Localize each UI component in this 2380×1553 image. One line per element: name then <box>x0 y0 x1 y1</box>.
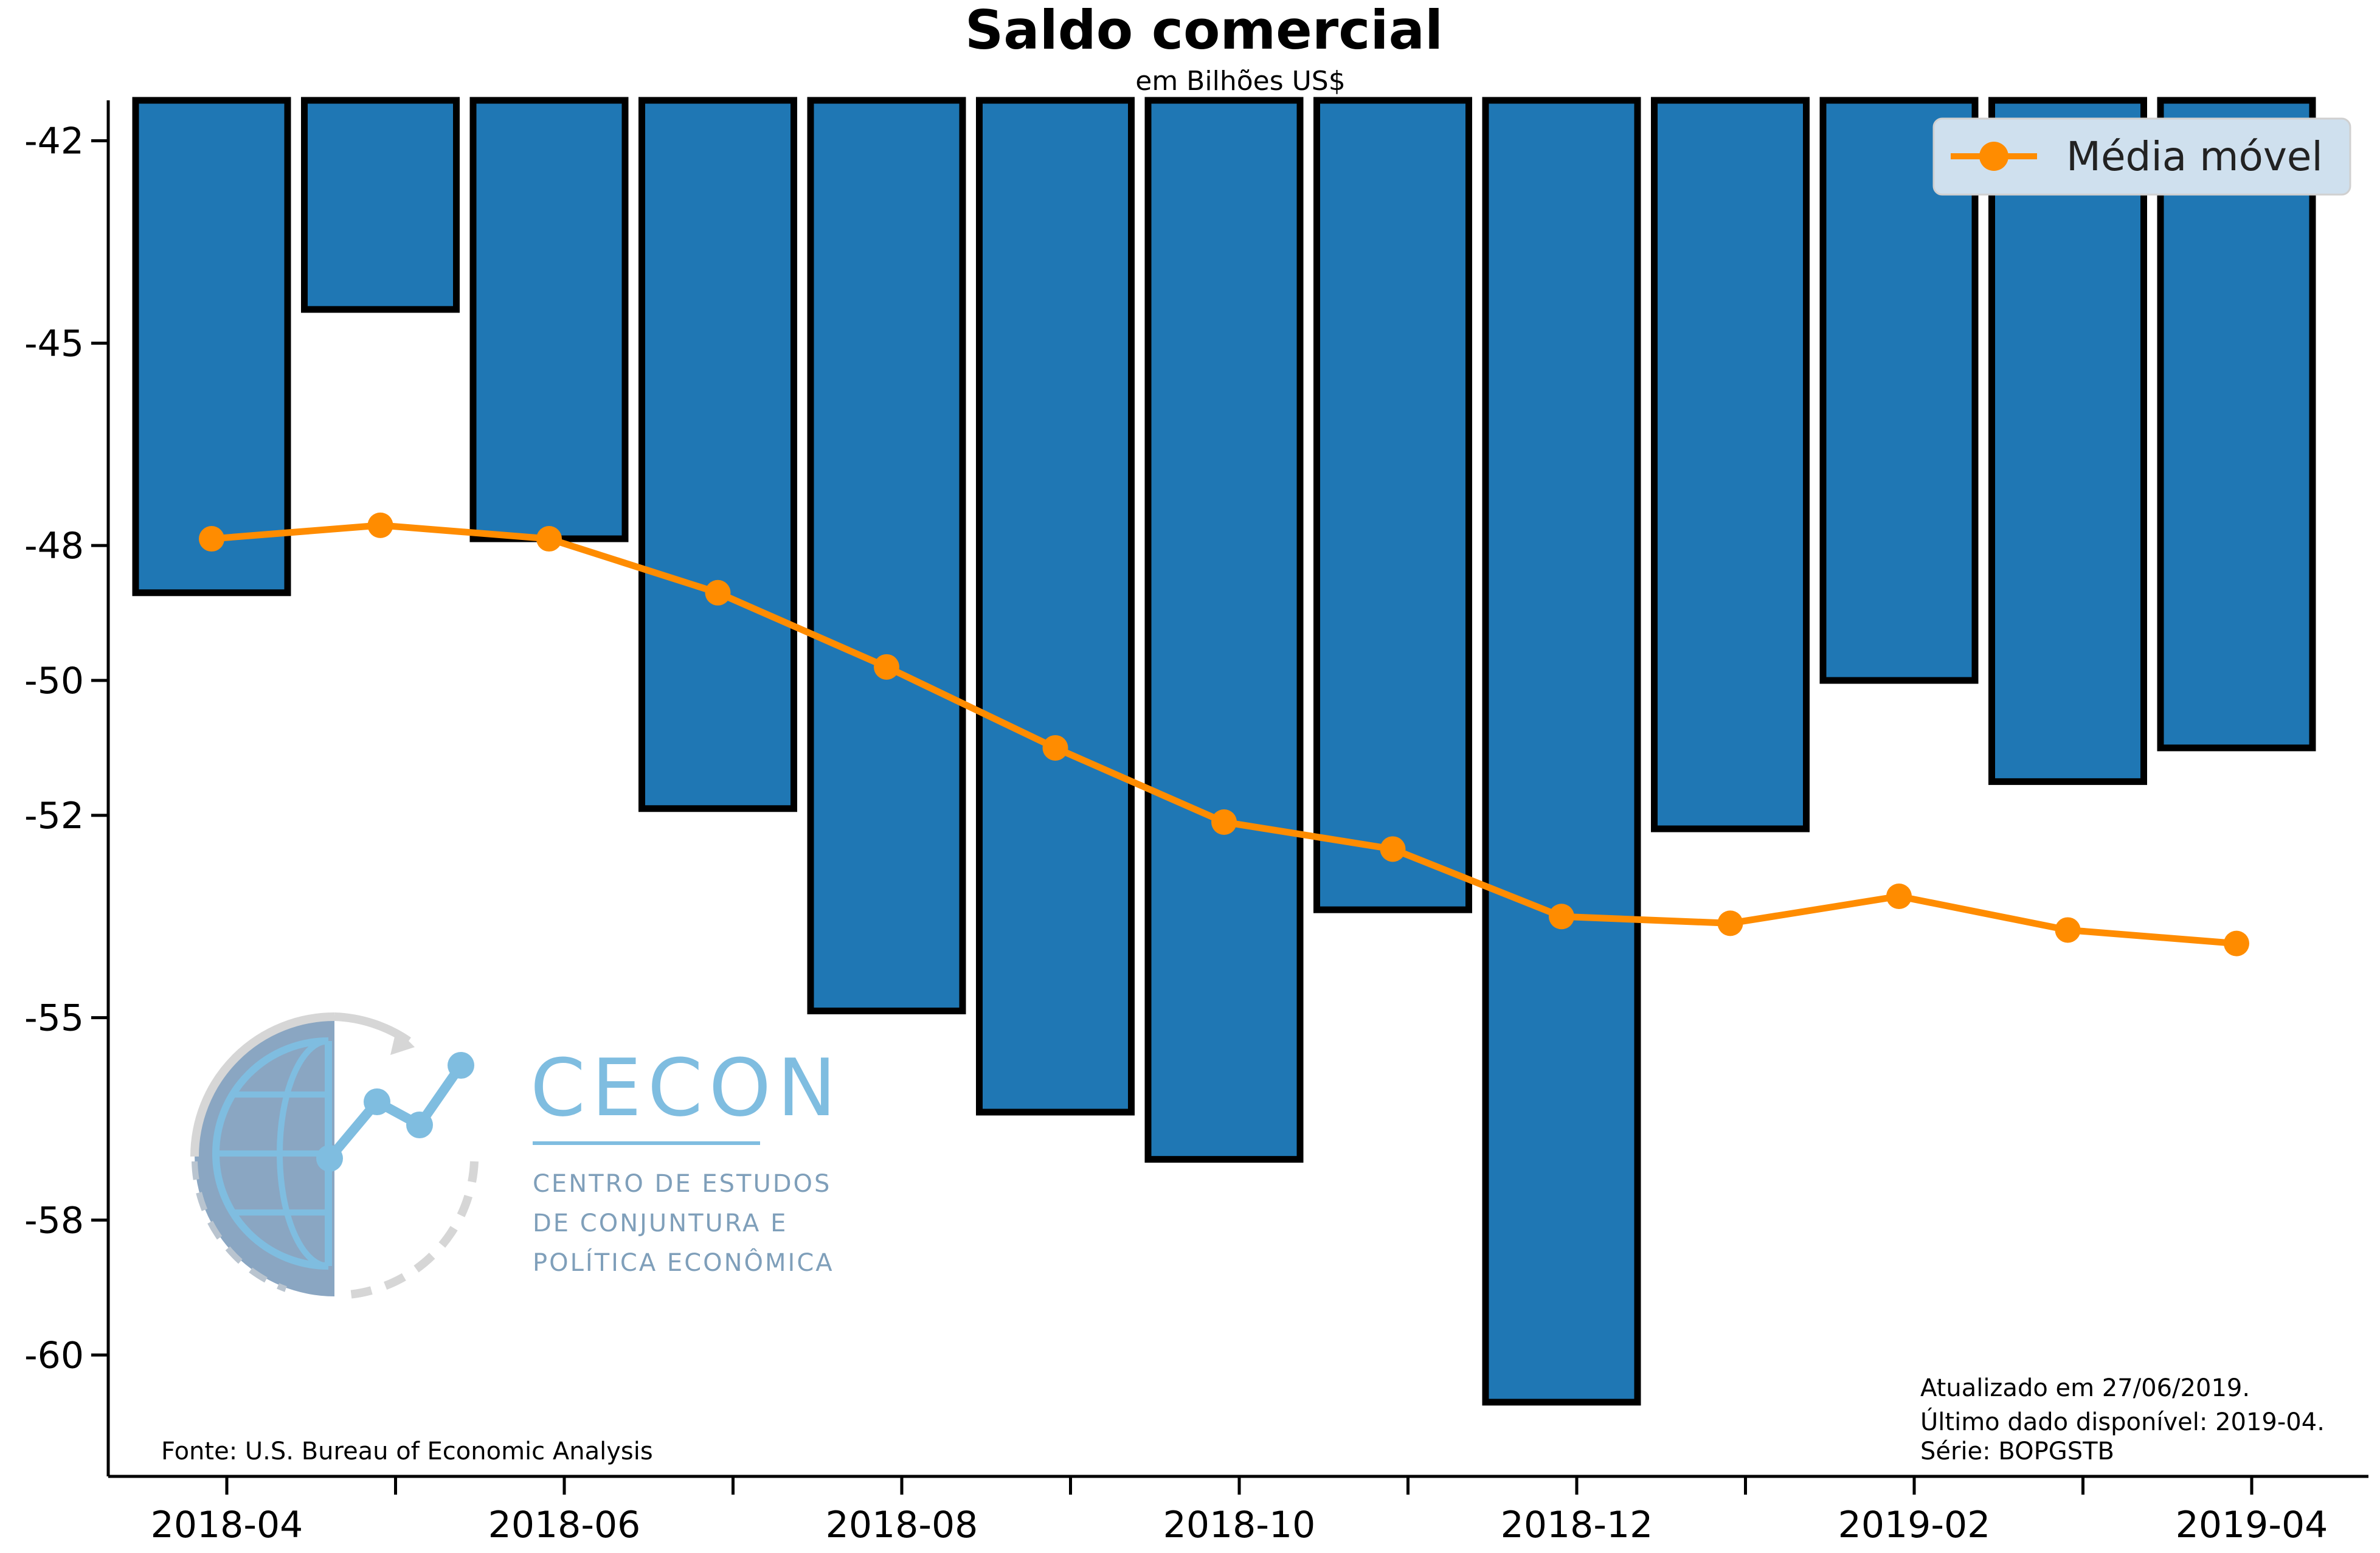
x-tick-label-2018-06: 2018-06 <box>488 1504 641 1546</box>
y-tick-label--60: -60 <box>24 1334 84 1377</box>
x-tick-label-2019-02: 2019-02 <box>1838 1504 1991 1546</box>
x-tick-label-2019-04: 2019-04 <box>2176 1504 2328 1546</box>
moving-average-point-2018-12 <box>1549 904 1574 930</box>
logo-line-1: CENTRO DE ESTUDOS <box>533 1170 831 1198</box>
y-tick-label--42: -42 <box>24 120 84 163</box>
x-tick-label-2018-10: 2018-10 <box>1163 1504 1316 1546</box>
moving-average-point-2019-03 <box>2055 917 2081 943</box>
y-tick-label--52: -52 <box>24 795 84 837</box>
bar-2018-04 <box>132 97 291 597</box>
bar-2018-07 <box>638 97 797 812</box>
bar-2018-05 <box>301 97 460 313</box>
cecon-logo: CECON CENTRO DE ESTUDOS DE CONJUNTURA E … <box>190 1012 842 1299</box>
moving-average-point-2018-09 <box>1042 735 1068 761</box>
moving-average-point-2018-04 <box>199 526 224 552</box>
chart-title: Saldo comercial <box>965 0 1443 61</box>
last-data-note: Último dado disponível: 2019-04. <box>1920 1407 2325 1436</box>
series-note: Série: BOPGSTB <box>1920 1437 2114 1465</box>
source-note: Fonte: U.S. Bureau of Economic Analysis <box>161 1437 653 1465</box>
moving-average-point-2018-06 <box>536 526 562 552</box>
y-tick-label--58: -58 <box>24 1199 84 1242</box>
bar-2018-10 <box>1144 97 1304 1163</box>
chart-subtitle: em Bilhões US$ <box>1135 66 1345 97</box>
x-tick-label-2018-04: 2018-04 <box>151 1504 303 1546</box>
moving-average-point-2019-01 <box>1717 910 1743 936</box>
legend-label-moving-average: Média móvel <box>2066 133 2323 180</box>
moving-average-point-2018-10 <box>1211 809 1237 835</box>
y-tick-label--48: -48 <box>24 525 84 567</box>
bar-2018-12 <box>1482 97 1641 1406</box>
x-tick-label-2018-08: 2018-08 <box>826 1504 978 1546</box>
logo-line-2: DE CONJUNTURA E <box>533 1209 787 1237</box>
bar-2019-01 <box>1651 97 1810 832</box>
y-tick-label--45: -45 <box>24 322 84 365</box>
legend: Média móvel <box>1932 117 2351 196</box>
moving-average-point-2019-04 <box>2224 930 2249 956</box>
moving-average-point-2018-05 <box>367 512 393 538</box>
updated-note: Atualizado em 27/06/2019. <box>1920 1374 2250 1402</box>
moving-average-point-2018-07 <box>705 579 731 606</box>
bar-2019-04 <box>2157 97 2316 752</box>
bar-2018-08 <box>807 97 966 1015</box>
y-tick-label--55: -55 <box>24 997 84 1040</box>
moving-average-point-2018-11 <box>1380 836 1406 862</box>
bar-2019-02 <box>1819 97 1979 684</box>
bar-2018-09 <box>976 97 1135 1116</box>
plot-area: -42 -45 -48 -50 -52 -55 -58 -60 2018-04 2018-06 20… <box>24 97 2368 1546</box>
moving-average-point-2018-08 <box>874 654 899 680</box>
legend-marker <box>1979 142 2008 171</box>
bar-2018-11 <box>1313 97 1472 913</box>
bar-2018-06 <box>469 97 629 542</box>
moving-average-point-2019-02 <box>1886 883 1912 909</box>
logo-line-3: POLÍTICA ECONÔMICA <box>533 1248 834 1277</box>
bar-2019-03 <box>1988 97 2147 785</box>
x-tick-label-2018-12: 2018-12 <box>1501 1504 1653 1546</box>
logo-wordmark: CECON <box>530 1042 842 1134</box>
y-tick-label--50: -50 <box>24 660 84 702</box>
